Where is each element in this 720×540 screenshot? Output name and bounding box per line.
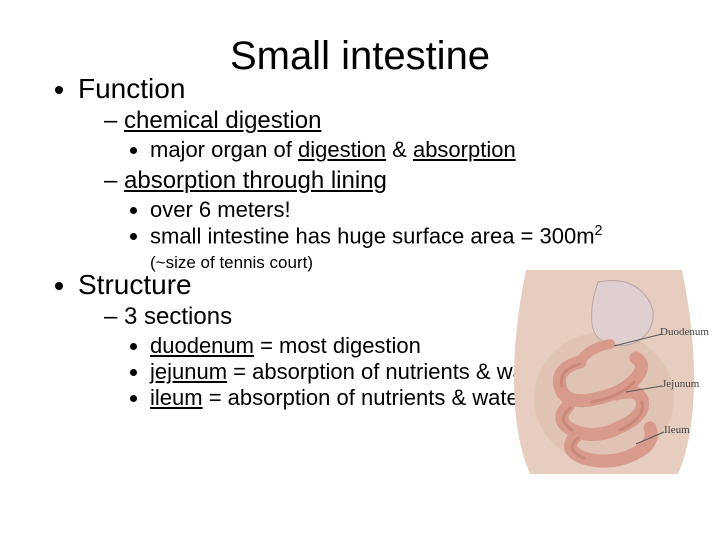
surface-area-text: small intestine has huge surface area = … — [150, 223, 595, 248]
fig-label-duodenum: Duodenum — [660, 326, 709, 338]
ileum-rest: = absorption of nutrients & water — [203, 385, 526, 410]
duodenum-rest: = most digestion — [254, 333, 421, 358]
over-6m-item: over 6 meters! — [150, 197, 680, 223]
chemical-digestion-item: chemical digestion major organ of digest… — [104, 107, 680, 163]
major-organ-prefix: major organ of — [150, 137, 298, 162]
absorption-lining-item: absorption through lining over 6 meters!… — [104, 167, 680, 273]
digestion-word: digestion — [298, 137, 386, 162]
fig-label-jejunum: Jejunum — [662, 378, 699, 390]
ileum-word: ileum — [150, 385, 203, 410]
function-label: Function — [78, 73, 185, 104]
jejunum-word: jejunum — [150, 359, 227, 384]
major-organ-item: major organ of digestion & absorption — [150, 137, 680, 163]
structure-label: Structure — [78, 269, 192, 300]
anatomy-svg — [506, 268, 702, 478]
duodenum-word: duodenum — [150, 333, 254, 358]
anatomy-figure: Duodenum Jejunum Ileum — [506, 268, 702, 478]
absorption-word: absorption — [413, 137, 516, 162]
fig-label-ileum: Ileum — [664, 424, 690, 436]
absorption-lining-text: absorption through lining — [124, 167, 387, 194]
jejunum-rest: = absorption of nutrients & water — [227, 359, 550, 384]
function-item: Function chemical digestion major organ … — [78, 73, 680, 273]
surface-area-item: small intestine has huge surface area = … — [150, 223, 680, 249]
three-sections-text: 3 sections — [124, 303, 232, 330]
amp1: & — [386, 137, 413, 162]
chemical-digestion-text: chemical digestion — [124, 107, 321, 134]
surface-area-exp: 2 — [595, 223, 603, 239]
